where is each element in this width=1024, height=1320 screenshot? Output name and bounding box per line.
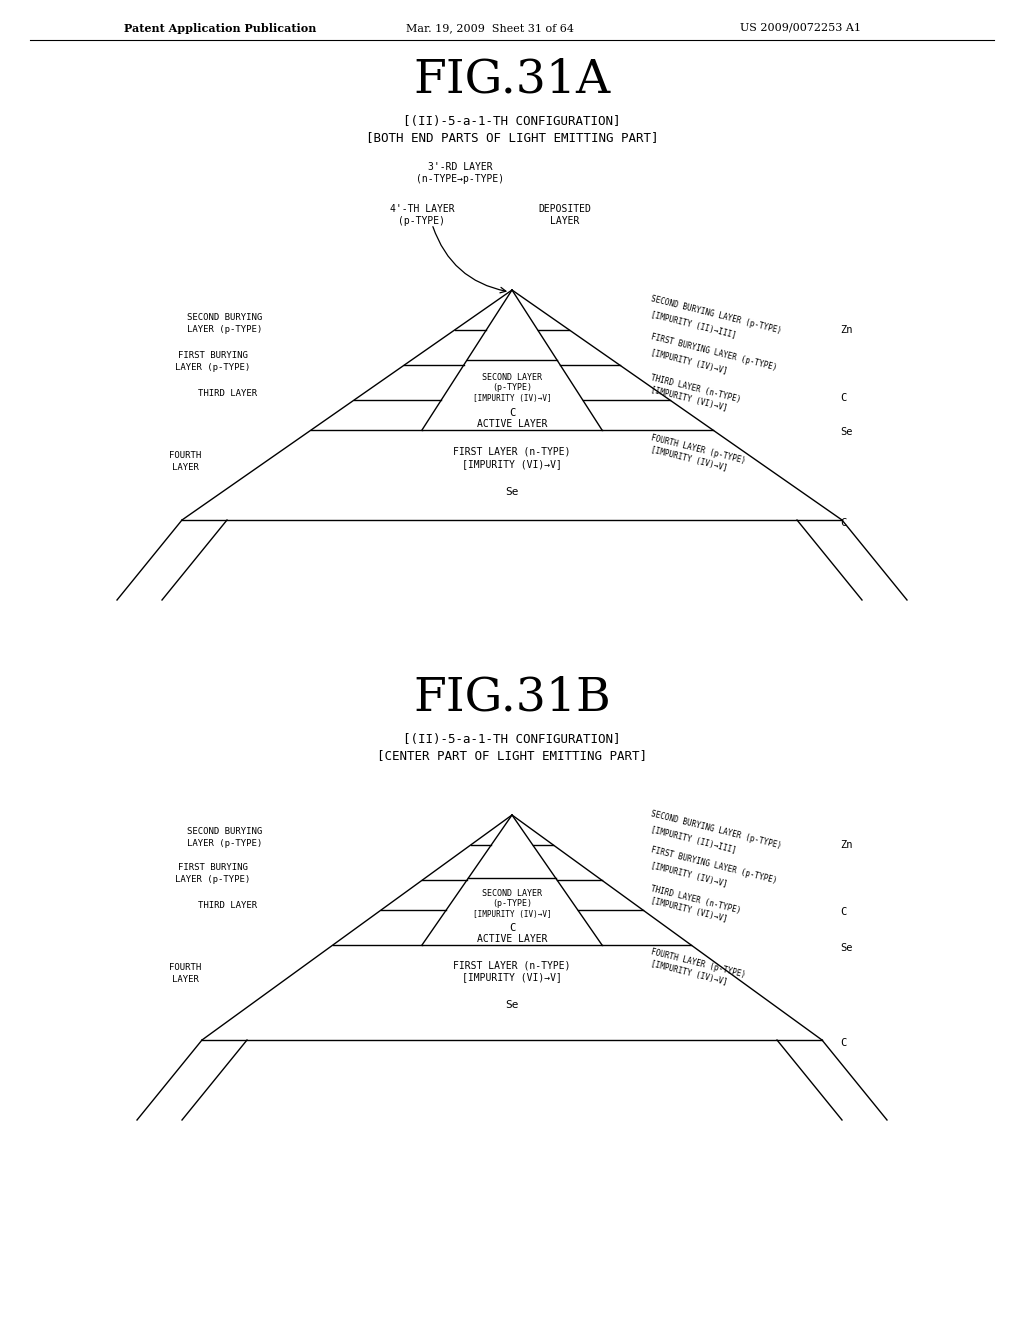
Text: FIRST LAYER (n-TYPE): FIRST LAYER (n-TYPE) — [454, 960, 570, 970]
Text: FOURTH LAYER (p-TYPE): FOURTH LAYER (p-TYPE) — [650, 433, 746, 465]
Text: [IMPURITY (IV)→V]: [IMPURITY (IV)→V] — [473, 393, 551, 403]
Text: [IMPURITY (VI)→V]: [IMPURITY (VI)→V] — [650, 385, 728, 413]
Text: FIG.31B: FIG.31B — [413, 676, 611, 721]
Text: FIRST BURYING: FIRST BURYING — [178, 863, 248, 873]
Text: LAYER (p-TYPE): LAYER (p-TYPE) — [187, 840, 262, 849]
Text: [IMPURITY (VI)→V]: [IMPURITY (VI)→V] — [462, 972, 562, 982]
Text: SECOND BURYING LAYER (p-TYPE): SECOND BURYING LAYER (p-TYPE) — [650, 809, 782, 850]
Text: THIRD LAYER (n-TYPE): THIRD LAYER (n-TYPE) — [650, 884, 742, 916]
Text: FIRST BURYING LAYER (p-TYPE): FIRST BURYING LAYER (p-TYPE) — [650, 331, 778, 372]
Text: [(II)-5-a-1-TH CONFIGURATION]: [(II)-5-a-1-TH CONFIGURATION] — [403, 734, 621, 747]
Text: Zn: Zn — [840, 325, 853, 335]
Text: [BOTH END PARTS OF LIGHT EMITTING PART]: [BOTH END PARTS OF LIGHT EMITTING PART] — [366, 132, 658, 144]
Text: Se: Se — [840, 426, 853, 437]
Text: C: C — [840, 907, 846, 917]
Text: [IMPURITY (IV)→V]: [IMPURITY (IV)→V] — [650, 445, 728, 473]
Text: C: C — [509, 923, 515, 933]
Text: Mar. 19, 2009  Sheet 31 of 64: Mar. 19, 2009 Sheet 31 of 64 — [406, 22, 574, 33]
Text: FIRST BURYING: FIRST BURYING — [178, 351, 248, 359]
Text: THIRD LAYER (n-TYPE): THIRD LAYER (n-TYPE) — [650, 374, 742, 404]
Text: [IMPURITY (IV)→V]: [IMPURITY (IV)→V] — [473, 909, 551, 919]
Text: C: C — [509, 408, 515, 418]
Text: US 2009/0072253 A1: US 2009/0072253 A1 — [739, 22, 860, 33]
Text: SECOND BURYING: SECOND BURYING — [187, 828, 262, 837]
Text: 4'-TH LAYER: 4'-TH LAYER — [390, 205, 455, 214]
Text: ACTIVE LAYER: ACTIVE LAYER — [477, 935, 547, 944]
Text: THIRD LAYER: THIRD LAYER — [199, 388, 258, 397]
Text: FIRST LAYER (n-TYPE): FIRST LAYER (n-TYPE) — [454, 447, 570, 457]
Text: SECOND BURYING: SECOND BURYING — [187, 314, 262, 322]
Text: (p-TYPE): (p-TYPE) — [492, 384, 532, 392]
Text: [IMPURITY (IV)→V]: [IMPURITY (IV)→V] — [650, 861, 728, 888]
Text: FOURTH LAYER (p-TYPE): FOURTH LAYER (p-TYPE) — [650, 946, 746, 979]
Text: C: C — [840, 1038, 846, 1048]
Text: Patent Application Publication: Patent Application Publication — [124, 22, 316, 33]
Text: Se: Se — [505, 1001, 519, 1010]
Text: [CENTER PART OF LIGHT EMITTING PART]: [CENTER PART OF LIGHT EMITTING PART] — [377, 750, 647, 763]
Text: C: C — [840, 393, 846, 403]
Text: C: C — [840, 517, 846, 528]
Text: [IMPURITY (II)→III]: [IMPURITY (II)→III] — [650, 310, 737, 341]
Text: DEPOSITED: DEPOSITED — [539, 205, 592, 214]
Text: FIRST BURYING LAYER (p-TYPE): FIRST BURYING LAYER (p-TYPE) — [650, 845, 778, 884]
Text: [(II)-5-a-1-TH CONFIGURATION]: [(II)-5-a-1-TH CONFIGURATION] — [403, 116, 621, 128]
Text: [IMPURITY (VI)→V]: [IMPURITY (VI)→V] — [462, 459, 562, 469]
Text: (n-TYPE→p-TYPE): (n-TYPE→p-TYPE) — [416, 174, 504, 183]
Text: LAYER: LAYER — [550, 216, 580, 226]
Text: LAYER (p-TYPE): LAYER (p-TYPE) — [175, 363, 251, 371]
Text: FOURTH: FOURTH — [169, 450, 201, 459]
Text: THIRD LAYER: THIRD LAYER — [199, 900, 258, 909]
Text: LAYER: LAYER — [172, 974, 199, 983]
Text: LAYER: LAYER — [172, 462, 199, 471]
Text: Se: Se — [505, 487, 519, 498]
Text: SECOND LAYER: SECOND LAYER — [482, 890, 542, 899]
Text: [IMPURITY (VI)→V]: [IMPURITY (VI)→V] — [650, 896, 728, 924]
Text: LAYER (p-TYPE): LAYER (p-TYPE) — [187, 326, 262, 334]
Text: 3'-RD LAYER: 3'-RD LAYER — [428, 162, 493, 172]
Text: FIG.31A: FIG.31A — [414, 57, 610, 103]
Text: Zn: Zn — [840, 840, 853, 850]
Text: FOURTH: FOURTH — [169, 962, 201, 972]
Text: Se: Se — [840, 942, 853, 953]
Text: (p-TYPE): (p-TYPE) — [398, 216, 445, 226]
Text: SECOND BURYING LAYER (p-TYPE): SECOND BURYING LAYER (p-TYPE) — [650, 294, 782, 335]
Text: [IMPURITY (II)→III]: [IMPURITY (II)→III] — [650, 825, 737, 855]
Text: SECOND LAYER: SECOND LAYER — [482, 374, 542, 383]
Text: [IMPURITY (IV)→V]: [IMPURITY (IV)→V] — [650, 348, 728, 376]
Text: ACTIVE LAYER: ACTIVE LAYER — [477, 418, 547, 429]
Text: (p-TYPE): (p-TYPE) — [492, 899, 532, 908]
Text: LAYER (p-TYPE): LAYER (p-TYPE) — [175, 875, 251, 884]
Text: [IMPURITY (IV)→V]: [IMPURITY (IV)→V] — [650, 960, 728, 987]
